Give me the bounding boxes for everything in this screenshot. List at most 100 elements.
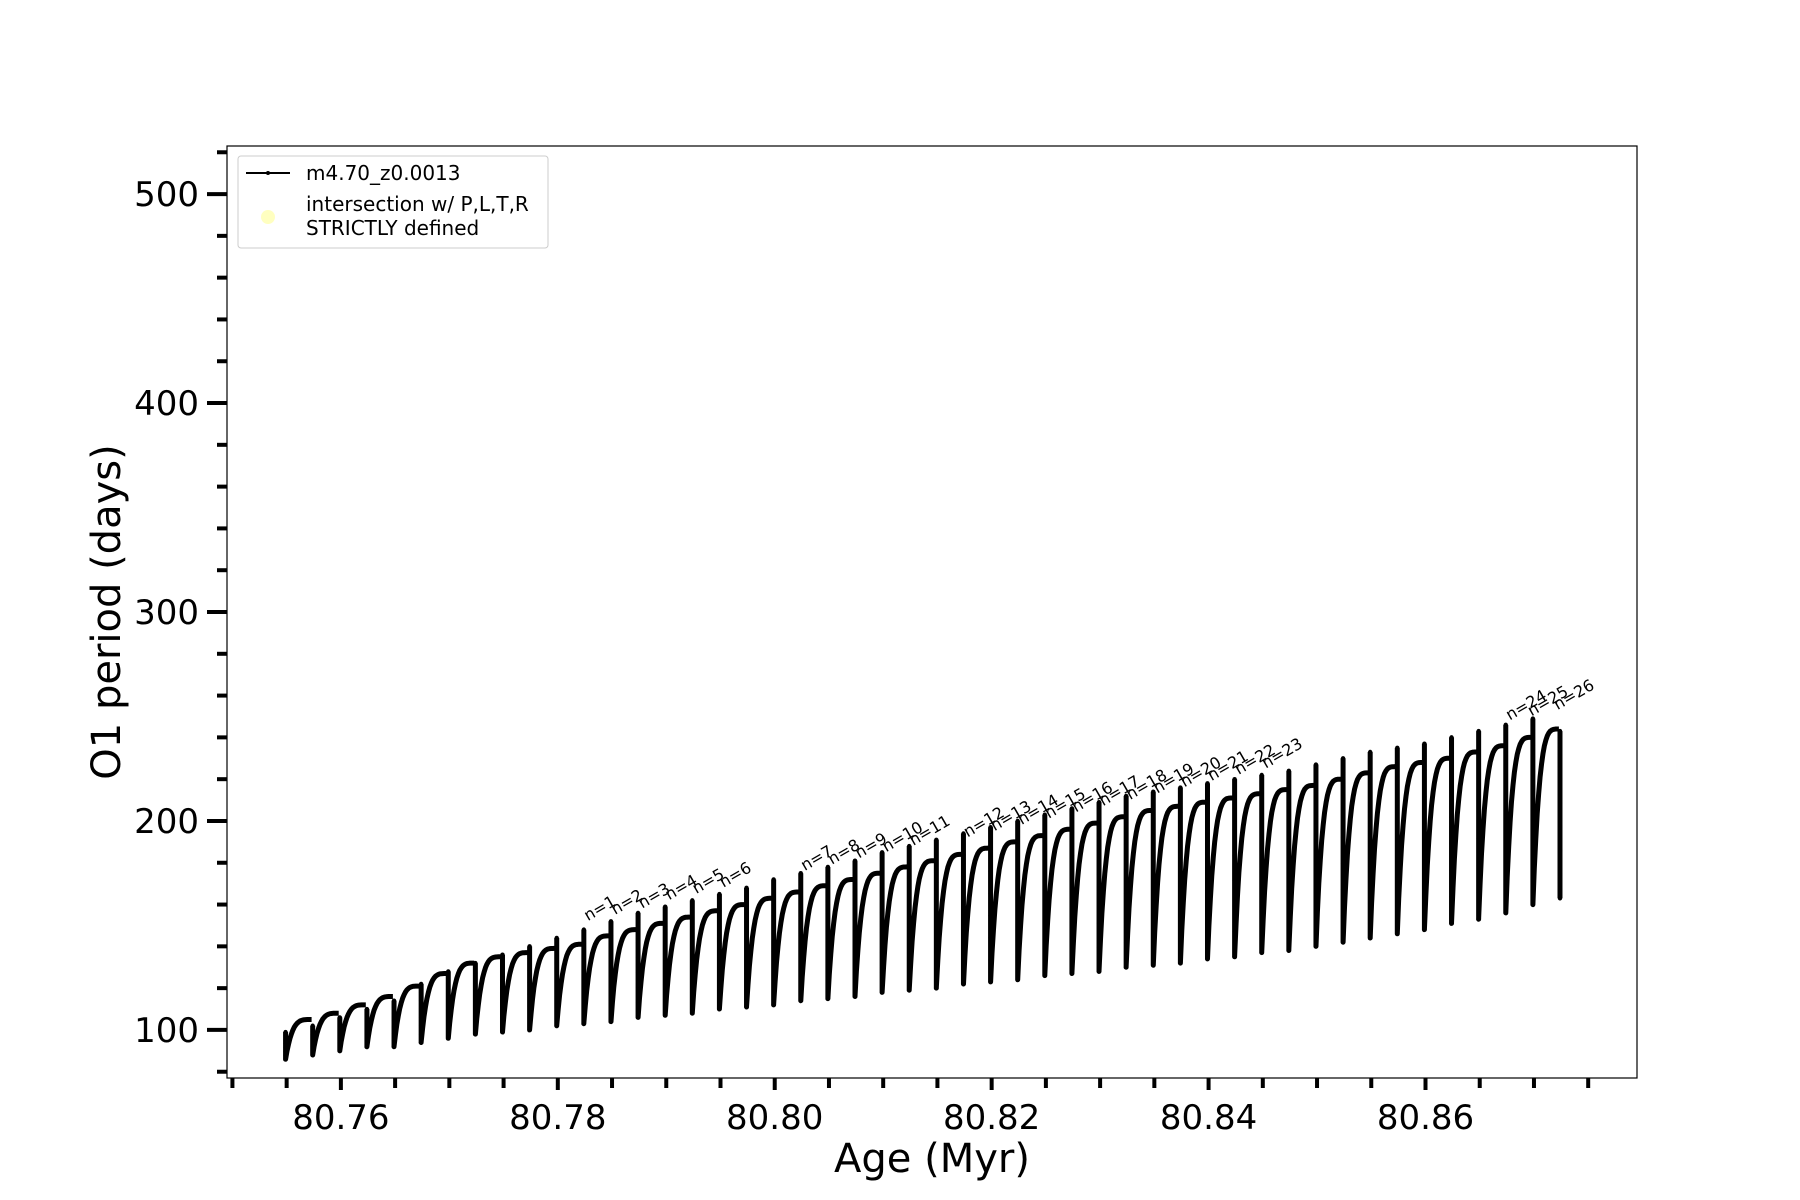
- series-point: [744, 936, 749, 942]
- series-point: [1123, 842, 1129, 848]
- series-point: [771, 1002, 776, 1008]
- series-point: [446, 1016, 451, 1022]
- pulse-cycle-path: [1150, 791, 1181, 968]
- series-point: [1476, 782, 1481, 788]
- series-point: [473, 971, 478, 976]
- series-point: [771, 966, 776, 972]
- series-point: [473, 1031, 478, 1037]
- series-point: [1530, 822, 1536, 828]
- series-point: [446, 988, 451, 993]
- series-point: [662, 966, 668, 971]
- series-point: [961, 938, 966, 944]
- pulse-cycle-path: [581, 929, 611, 1027]
- series-point: [852, 974, 858, 980]
- series-point: [879, 970, 885, 975]
- series-point: [527, 991, 532, 997]
- series-point: [1015, 864, 1020, 869]
- series-point: [1367, 776, 1373, 781]
- series-point: [1313, 840, 1319, 845]
- series-point: [1151, 888, 1156, 894]
- series-point: [391, 1018, 397, 1023]
- series-point: [1015, 909, 1020, 914]
- series-point: [744, 919, 749, 925]
- series-point: [364, 1022, 370, 1028]
- series-point: [554, 985, 559, 991]
- series-point: [825, 883, 831, 888]
- series-point: [961, 874, 966, 879]
- series-point: [690, 994, 695, 1000]
- series-point: [635, 925, 641, 931]
- pulse-cycle-path: [716, 894, 747, 1012]
- series-point: [581, 954, 587, 959]
- series-point: [391, 1037, 397, 1043]
- series-point: [608, 1019, 614, 1024]
- series-point: [1503, 883, 1508, 889]
- x-axis: 80.76 80.78 80.80 80.82 80.84 80.86: [230, 1078, 1591, 1138]
- series-point: [337, 1015, 342, 1020]
- series-point: [798, 998, 803, 1003]
- series-point: [1395, 798, 1400, 804]
- series-point: [364, 1039, 370, 1044]
- series-point: [500, 1007, 505, 1013]
- series-point: [1123, 940, 1129, 945]
- series-point: [662, 919, 668, 925]
- pulse-cycle-path: [1096, 802, 1127, 974]
- series-point: [1015, 841, 1020, 846]
- series-point: [283, 1056, 288, 1062]
- series-point: [554, 998, 559, 1003]
- series-point: [1069, 829, 1075, 835]
- series-point: [1422, 741, 1427, 746]
- pulse-cycle-path: [798, 873, 828, 1004]
- series-point: [1151, 962, 1156, 968]
- series-point: [690, 898, 695, 903]
- series-point: [418, 1015, 424, 1020]
- series-point: [500, 952, 505, 957]
- series-point: [391, 1044, 397, 1049]
- series-point: [473, 981, 478, 986]
- series-point: [961, 852, 966, 858]
- series-point: [1123, 818, 1129, 823]
- series-point: [744, 902, 749, 908]
- series-point: [662, 904, 668, 909]
- series-point: [771, 984, 776, 990]
- series-point: [1367, 935, 1373, 941]
- series-point: [852, 994, 858, 999]
- series-point: [418, 1006, 424, 1012]
- series-point: [1503, 910, 1508, 916]
- series-point: [744, 970, 749, 976]
- series-point: [310, 1023, 315, 1028]
- series-layer: [283, 716, 1563, 1062]
- series-point: [1205, 931, 1210, 937]
- series-point: [717, 908, 722, 913]
- pulse-cycle-path: [1530, 718, 1560, 908]
- x-tick-label: 80.82: [943, 1098, 1040, 1138]
- series-point: [1151, 863, 1156, 869]
- series-point: [988, 979, 993, 985]
- series-point: [1123, 916, 1129, 921]
- series-point: [798, 889, 803, 894]
- series-point: [364, 1006, 370, 1012]
- series-point: [1449, 921, 1454, 926]
- series-point: [1151, 789, 1156, 794]
- series-point: [1069, 947, 1075, 953]
- series-point: [581, 981, 587, 986]
- series-point: [961, 917, 966, 922]
- pulse-cycle-path: [635, 912, 666, 1020]
- series-point: [337, 1039, 342, 1044]
- pulse-cycle-path: [1286, 770, 1316, 954]
- series-point: [1259, 848, 1264, 854]
- series-point: [1259, 874, 1264, 879]
- x-tick-label: 80.76: [292, 1098, 389, 1138]
- pulse-cycle-path: [608, 921, 638, 1025]
- series-point: [852, 936, 858, 941]
- series-point: [1286, 922, 1292, 928]
- series-point: [1313, 944, 1319, 949]
- series-point: [662, 997, 668, 1002]
- series-point: [1449, 788, 1454, 793]
- series-point: [1232, 929, 1237, 934]
- series-point: [1449, 868, 1454, 873]
- x-tick-label: 80.84: [1160, 1098, 1257, 1138]
- series-point: [1232, 878, 1237, 883]
- series-point: [446, 1007, 451, 1012]
- series-point: [988, 847, 993, 852]
